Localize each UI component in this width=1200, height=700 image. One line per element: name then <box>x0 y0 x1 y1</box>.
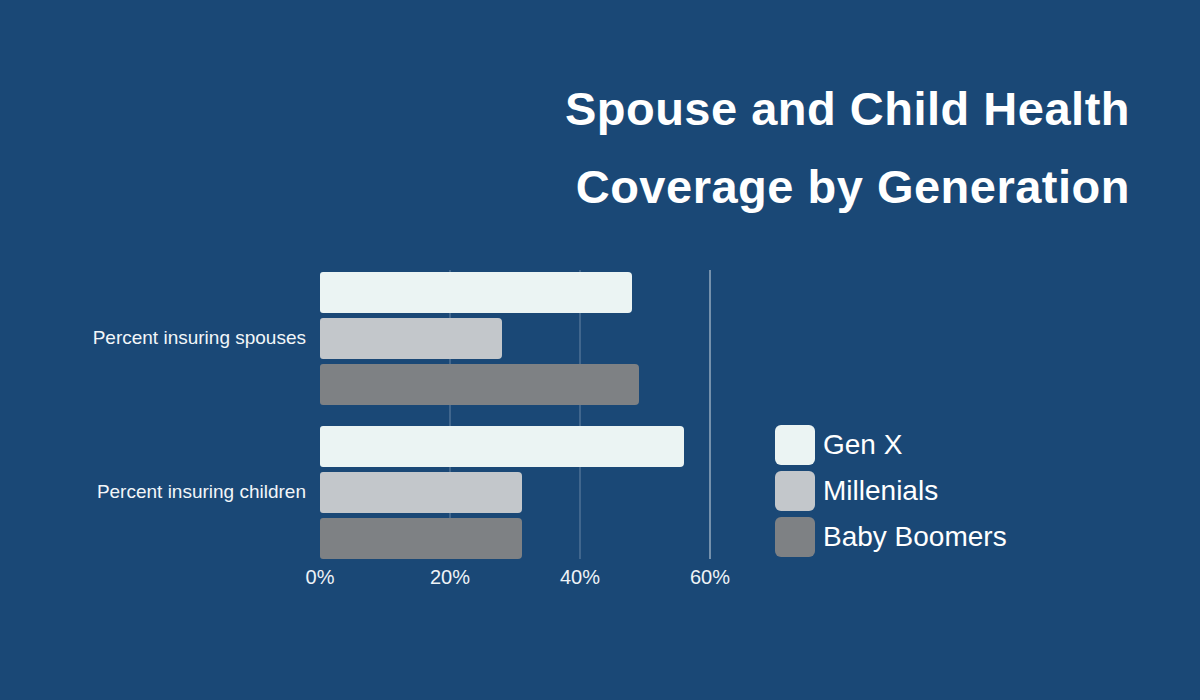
chart-title: Spouse and Child Health Coverage by Gene… <box>565 70 1130 226</box>
gridline-60 <box>709 270 711 559</box>
legend-label-millenials: Millenials <box>823 475 938 507</box>
chart-title-line2: Coverage by Generation <box>565 148 1130 226</box>
legend-swatch-baby-boomers <box>775 517 815 557</box>
bar-millenials-spouses <box>320 318 502 359</box>
gridline-20 <box>449 270 451 559</box>
x-tick-60: 60% <box>690 566 730 589</box>
legend-swatch-gen-x <box>775 425 815 465</box>
plot-area <box>320 270 772 559</box>
infographic-canvas: Spouse and Child Health Coverage by Gene… <box>0 0 1200 700</box>
chart-title-line1: Spouse and Child Health <box>565 70 1130 148</box>
legend-row-millenials: Millenials <box>775 471 1007 511</box>
bar-millenials-children <box>320 472 522 513</box>
bar-baby-boomers-children <box>320 518 522 559</box>
category-label-children: Percent insuring children <box>20 481 306 503</box>
category-label-spouses: Percent insuring spouses <box>20 327 306 349</box>
x-tick-40: 40% <box>560 566 600 589</box>
bar-gen-x-children <box>320 426 684 467</box>
legend-row-gen-x: Gen X <box>775 425 1007 465</box>
legend-swatch-millenials <box>775 471 815 511</box>
legend-label-gen-x: Gen X <box>823 429 902 461</box>
gridline-40 <box>579 270 581 559</box>
legend-label-baby-boomers: Baby Boomers <box>823 521 1007 553</box>
legend-row-baby-boomers: Baby Boomers <box>775 517 1007 557</box>
legend: Gen X Millenials Baby Boomers <box>775 425 1007 563</box>
x-tick-20: 20% <box>430 566 470 589</box>
bar-baby-boomers-spouses <box>320 364 639 405</box>
bar-gen-x-spouses <box>320 272 632 313</box>
x-tick-0: 0% <box>306 566 335 589</box>
